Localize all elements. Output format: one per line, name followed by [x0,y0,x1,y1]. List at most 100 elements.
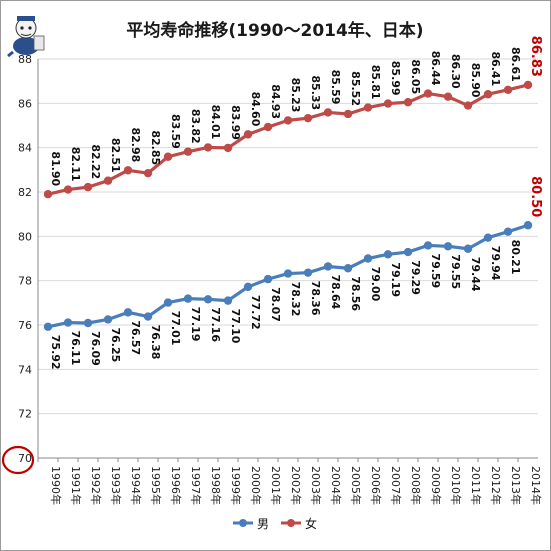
data-label-male: 78.36 [309,281,322,316]
y-tick-label: 80 [18,230,32,243]
data-label-female: 85.52 [349,71,362,106]
x-tick-label: 1998年 [209,466,223,505]
x-tick-label: 1993年 [109,466,123,505]
x-tick-label: 2002年 [289,466,303,505]
x-tick-label: 1990年 [49,466,63,505]
data-point-female [483,90,493,99]
x-tick-label: 1996年 [169,466,183,505]
data-point-male [363,254,373,263]
data-point-female [263,122,273,132]
x-tick-label: 1991年 [69,466,83,505]
data-point-male [323,262,333,271]
grid-lines [38,58,538,459]
legend-marker-male [239,519,247,527]
x-tick-label: 2003年 [309,466,323,505]
data-point-male [243,282,253,292]
data-point-male [103,315,113,324]
y-tick-label: 86 [18,97,32,110]
x-tick-label: 2014年 [529,466,543,505]
data-label-female: 82.98 [129,127,142,162]
data-point-female [343,109,353,119]
data-label-male: 77.72 [249,295,262,330]
data-point-female [363,103,373,112]
data-point-female [63,185,73,194]
series-lines [43,80,533,331]
x-tick-label: 1995年 [149,466,163,505]
data-label-male: 79.94 [489,246,502,281]
x-tick-label: 2013年 [509,466,523,505]
data-label-male: 80.21 [509,240,522,275]
data-point-female [443,92,453,101]
x-tick-label: 1997年 [189,466,203,505]
y-tick-label: 76 [18,319,32,332]
y-tick-label: 72 [18,408,32,421]
data-point-female [523,80,533,90]
data-point-male [503,227,513,236]
legend-marker-female [287,519,295,527]
legend-label-male: 男 [257,517,269,531]
data-label-female: 85.90 [469,63,482,98]
data-label-female: 86.44 [429,51,442,86]
data-label-male: 79.44 [469,257,482,292]
data-point-male [343,264,353,273]
data-point-male [183,294,193,303]
data-label-male: 77.01 [169,311,182,346]
data-label-female: 85.59 [329,70,342,105]
data-label-female: 86.83 [528,36,543,77]
data-label-female: 85.23 [289,78,302,113]
data-point-male [43,322,53,331]
data-label-female: 82.22 [89,144,102,179]
data-label-male: 79.59 [429,253,442,288]
data-point-male [143,312,153,321]
data-point-female [43,190,53,199]
x-tick-label: 1999年 [229,466,243,505]
data-point-female [123,166,133,175]
data-point-male [423,241,433,250]
data-label-male: 78.64 [329,274,342,309]
data-point-male [443,242,453,251]
legend: 男 女 [233,516,317,531]
data-point-male [523,221,533,230]
data-label-female: 86.41 [489,51,502,86]
data-point-male [223,296,233,305]
data-label-male: 79.00 [369,267,382,302]
data-point-male [383,250,393,259]
data-label-male: 76.57 [129,320,142,355]
data-point-female [283,116,293,125]
data-label-male: 77.16 [209,307,222,342]
data-point-male [123,308,133,317]
data-point-male [483,233,493,242]
data-point-female [463,101,473,110]
data-point-female [203,143,213,152]
data-point-male [83,318,93,328]
data-point-male [463,244,473,253]
x-tick-label: 2011年 [469,466,483,505]
data-point-female [103,176,113,185]
data-label-female: 85.33 [309,75,322,110]
data-point-female [323,108,333,117]
data-label-male: 77.10 [229,309,242,344]
data-label-male: 79.19 [389,262,402,297]
x-tick-label: 2009年 [429,466,443,505]
data-point-female [503,85,513,95]
data-label-female: 81.90 [49,151,62,186]
data-label-female: 84.93 [269,84,282,119]
data-label-male: 76.25 [109,327,122,362]
data-label-male: 79.55 [449,254,462,289]
x-tick-label: 2010年 [449,466,463,505]
x-tick-label: 2006年 [369,466,383,505]
x-tick-label: 2004年 [329,466,343,505]
y-tick-label: 88 [18,53,32,66]
data-point-female [163,152,173,161]
x-tick-label: 2001年 [269,466,283,505]
data-point-male [303,268,313,277]
data-point-female [403,98,413,107]
x-tick-label: 1992年 [89,466,103,505]
legend-label-female: 女 [305,516,317,531]
axes: 70 72 74 76 78 80 82 84 86 88 1990年 1991年 1992年 1993年… [18,53,543,505]
x-tick-label: 2012年 [489,466,503,505]
data-point-female [303,113,313,123]
mascot-illustration [7,16,45,58]
data-point-female [143,168,153,178]
y-axis-origin-highlight [1,445,35,475]
